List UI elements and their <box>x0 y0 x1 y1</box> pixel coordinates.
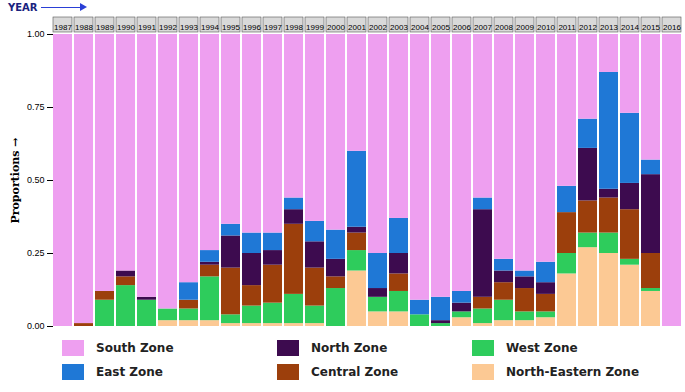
svg-text:2011: 2011 <box>558 23 576 32</box>
svg-text:0.25: 0.25 <box>27 248 45 258</box>
svg-text:Proportions →: Proportions → <box>9 137 22 223</box>
svg-text:2016: 2016 <box>663 23 681 32</box>
svg-text:2001: 2001 <box>348 23 366 32</box>
svg-text:0.75: 0.75 <box>27 102 45 112</box>
svg-text:2006: 2006 <box>453 23 471 32</box>
svg-text:2009: 2009 <box>516 23 534 32</box>
svg-text:1997: 1997 <box>264 23 282 32</box>
svg-text:1987: 1987 <box>54 23 72 32</box>
html-text:South Zone: South Zone <box>96 341 174 355</box>
svg-text:2013: 2013 <box>600 23 618 32</box>
svg-text:1993: 1993 <box>180 23 198 32</box>
svg-text:2008: 2008 <box>495 23 513 32</box>
svg-text:1.00: 1.00 <box>27 29 45 39</box>
html-text:North Zone: North Zone <box>311 341 388 355</box>
svg-text:2014: 2014 <box>621 23 639 32</box>
svg-text:2004: 2004 <box>411 23 429 32</box>
svg-text:2007: 2007 <box>474 23 492 32</box>
html-text:YEAR: YEAR <box>8 1 38 13</box>
svg-text:2003: 2003 <box>390 23 408 32</box>
svg-text:0.00: 0.00 <box>27 321 45 331</box>
svg-text:2010: 2010 <box>537 23 555 32</box>
svg-text:2015: 2015 <box>642 23 660 32</box>
html-text:Central Zone: Central Zone <box>311 365 399 379</box>
svg-text:1998: 1998 <box>285 23 303 32</box>
html-text:East Zone: East Zone <box>96 365 163 379</box>
svg-text:1988: 1988 <box>75 23 93 32</box>
svg-text:2012: 2012 <box>579 23 597 32</box>
html-text:West Zone: West Zone <box>506 341 578 355</box>
svg-text:1989: 1989 <box>96 23 114 32</box>
svg-text:1991: 1991 <box>138 23 156 32</box>
svg-text:2002: 2002 <box>369 23 387 32</box>
svg-text:0.50: 0.50 <box>27 175 45 185</box>
svg-text:1990: 1990 <box>117 23 135 32</box>
html-text:North-Eastern Zone: North-Eastern Zone <box>506 365 639 379</box>
svg-text:1994: 1994 <box>201 23 219 32</box>
svg-text:1992: 1992 <box>159 23 177 32</box>
svg-text:1996: 1996 <box>243 23 261 32</box>
svg-text:2000: 2000 <box>327 23 345 32</box>
svg-text:1995: 1995 <box>222 23 240 32</box>
svg-text:2005: 2005 <box>432 23 450 32</box>
svg-text:1999: 1999 <box>306 23 324 32</box>
